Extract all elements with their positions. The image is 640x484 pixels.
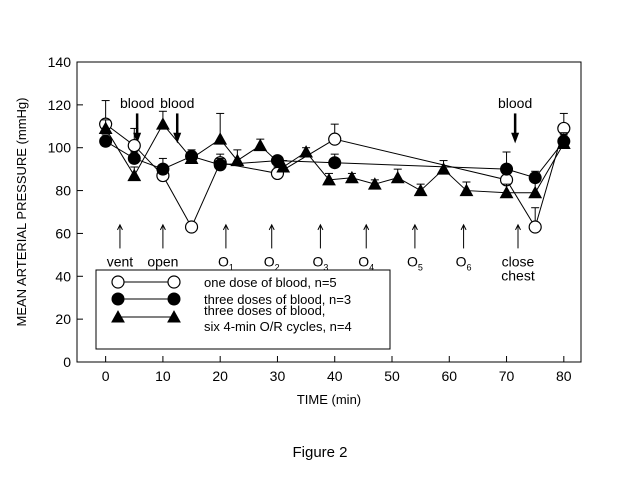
- event-label: close: [502, 254, 535, 270]
- blood-label: blood: [498, 95, 532, 111]
- event-label: O5: [407, 254, 423, 273]
- event-label: open: [147, 254, 178, 270]
- legend-marker: [167, 292, 181, 306]
- x-tick-label: 40: [327, 368, 343, 384]
- data-point-series-2: [213, 158, 227, 172]
- data-point-series-3: [213, 132, 228, 145]
- data-point-series-3: [556, 136, 571, 149]
- data-point-series-3: [184, 151, 199, 164]
- data-point-series-3: [127, 168, 142, 182]
- legend-label: three doses of blood,: [204, 303, 325, 318]
- data-point-series-3: [276, 160, 291, 173]
- y-tick-label: 140: [48, 54, 72, 70]
- x-tick-label: 30: [270, 368, 286, 384]
- data-point-series-3: [528, 185, 543, 199]
- y-tick-label: 20: [55, 311, 71, 327]
- event-label: O6: [456, 254, 472, 273]
- data-point-series-3: [299, 145, 313, 158]
- data-point-series-2: [127, 151, 141, 165]
- legend-marker: [111, 292, 125, 306]
- data-point-series-3: [98, 121, 113, 134]
- data-point-series-3: [459, 183, 474, 197]
- data-point-series-2: [328, 156, 342, 170]
- data-point-series-1: [184, 220, 199, 234]
- data-point-series-3: [230, 153, 245, 167]
- series-line-2: [105, 140, 565, 179]
- event-label: O3: [312, 254, 328, 273]
- legend-label: one dose of blood, n=5: [204, 275, 337, 290]
- data-point-series-2: [99, 134, 113, 148]
- blood-arrow-head: [173, 132, 182, 144]
- plot-frame: [76, 61, 582, 363]
- y-tick-label: 80: [55, 183, 71, 199]
- series-line-1: [105, 123, 565, 229]
- y-tick-label: 100: [48, 140, 72, 156]
- y-tick-label: 0: [63, 354, 71, 370]
- event-arrow-head: [411, 223, 418, 231]
- event-label: vent: [107, 254, 134, 270]
- data-point-series-3: [436, 162, 451, 175]
- legend-box: [95, 269, 391, 350]
- data-point-series-1: [127, 138, 141, 153]
- data-point-series-1: [328, 132, 342, 146]
- legend-label: three doses of blood, n=3: [204, 292, 351, 307]
- event-arrow-head: [515, 223, 521, 231]
- data-point-series-3: [322, 172, 336, 186]
- legend-marker: [167, 310, 181, 323]
- blood-arrow-head: [133, 132, 142, 144]
- x-tick-label: 20: [212, 368, 228, 384]
- event-arrow-head: [268, 223, 275, 231]
- x-tick-label: 10: [155, 368, 171, 384]
- event-label: O1: [218, 254, 234, 273]
- event-arrow-head: [363, 223, 370, 231]
- legend-marker: [111, 275, 125, 289]
- line-chart: 0 20 40 60 80 100 120 140 0 10 20 30 40 50 60 70 80 TIME …: [14, 54, 582, 407]
- y-tick-label: 40: [55, 268, 71, 284]
- data-point-series-3: [499, 185, 514, 199]
- blood-label: blood: [160, 95, 194, 111]
- data-point-series-3: [156, 117, 170, 130]
- blood-arrow-head: [511, 132, 520, 144]
- data-point-series-2: [156, 162, 170, 176]
- event-arrow-head: [317, 223, 324, 231]
- legend-marker: [111, 310, 125, 323]
- data-point-series-3: [390, 170, 405, 184]
- y-tick-label: 120: [48, 97, 72, 113]
- event-arrow-head: [222, 223, 229, 231]
- x-tick-label: 70: [499, 368, 515, 384]
- x-axis-label: TIME (min): [297, 392, 361, 407]
- x-tick-label: 50: [384, 368, 400, 384]
- data-point-series-3: [345, 170, 359, 184]
- data-point-series-3: [413, 183, 428, 197]
- event-arrow-head: [460, 223, 467, 231]
- legend-marker: [167, 275, 181, 289]
- event-arrow-head: [159, 223, 166, 231]
- data-point-series-3: [253, 138, 268, 152]
- figure-caption: Figure 2: [292, 444, 348, 461]
- data-point-series-3: [367, 177, 382, 190]
- event-label: O2: [264, 254, 280, 273]
- data-point-series-1: [528, 220, 542, 234]
- y-axis-label: MEAN ARTERIAL PRESSURE (mmHg): [14, 98, 29, 327]
- x-tick-label: 0: [102, 368, 110, 384]
- event-arrow-head: [117, 223, 123, 231]
- x-tick-label: 60: [441, 368, 457, 384]
- y-tick-label: 60: [55, 225, 71, 241]
- blood-label: blood: [120, 95, 154, 111]
- event-label: chest: [501, 268, 535, 284]
- data-point-series-2: [500, 162, 514, 176]
- legend-label: six 4-min O/R cycles, n=4: [204, 319, 352, 334]
- x-tick-label: 80: [556, 368, 572, 384]
- event-label: O4: [358, 254, 374, 273]
